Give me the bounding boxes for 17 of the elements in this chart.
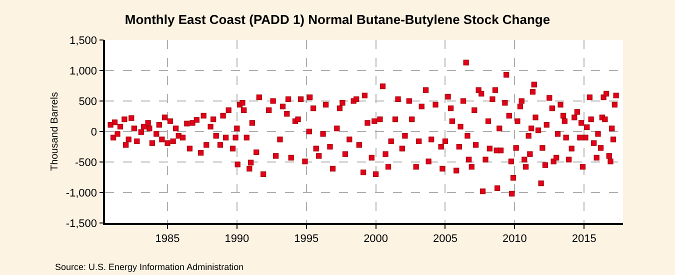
x-tick-label: 2005 (433, 232, 458, 245)
x-tick-label: 2010 (502, 232, 527, 245)
source-note: Source: U.S. Energy Information Administration (55, 262, 244, 272)
y-tick-label: -500 (75, 156, 98, 169)
x-tick-label: 2000 (364, 232, 388, 245)
chart-title: Monthly East Coast (PADD 1) Normal Butane-Butylene Stock Change (124, 12, 550, 27)
x-tick-label: 2015 (572, 232, 596, 245)
y-tick-label: 500 (78, 96, 98, 108)
x-tick-label: 1985 (155, 232, 180, 245)
x-tick-label: 1990 (224, 232, 250, 245)
y-axis-title: Thousand Barrels (49, 92, 60, 171)
y-tick-label: 1,500 (70, 34, 98, 47)
y-tick-label: 1,000 (70, 65, 98, 78)
x-tick-label: 1995 (294, 232, 319, 245)
y-tick-label: -1,000 (66, 187, 98, 200)
y-tick-label: 0 (90, 126, 98, 138)
y-tick-label: -1,500 (66, 218, 98, 230)
